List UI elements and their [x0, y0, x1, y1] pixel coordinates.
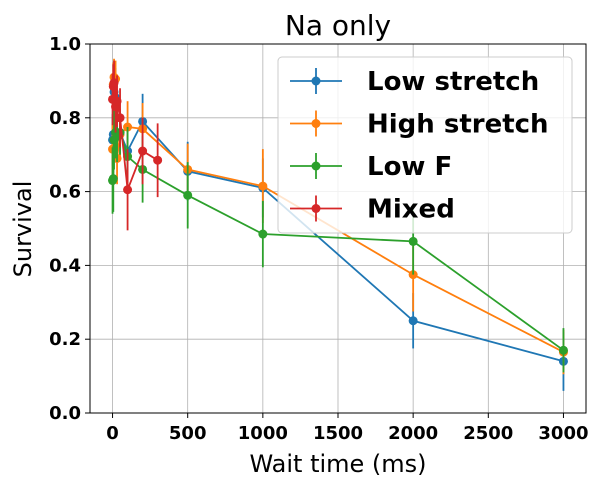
- data-point: [115, 113, 125, 123]
- legend: Low stretch High stretch Low F Mixed: [277, 56, 573, 234]
- data-point: [258, 229, 268, 239]
- data-point: [123, 185, 133, 195]
- data-point: [558, 345, 568, 355]
- y-tick-label: 0.8: [49, 108, 81, 129]
- data-point: [408, 316, 418, 326]
- legend-label: Low stretch: [367, 67, 539, 97]
- y-tick-label: 0.6: [49, 182, 81, 203]
- series-line: [111, 129, 565, 352]
- legend-marker: [311, 204, 321, 213]
- legend-box: [277, 56, 573, 234]
- data-point: [183, 190, 193, 200]
- legend-entry: Low F: [290, 152, 452, 182]
- series-mixed: [108, 60, 163, 231]
- legend-marker: [311, 161, 321, 171]
- x-tick-label: 0: [106, 423, 119, 444]
- data-point: [258, 181, 268, 191]
- data-point: [138, 146, 148, 156]
- data-point: [408, 236, 418, 246]
- legend-entry: Mixed: [290, 195, 455, 225]
- data-point: [153, 155, 163, 165]
- axis-ticks: 0 500 1000 1500 2000 2500 3000 0.0 0.2 0.4 0.6 0.8 1…: [49, 34, 588, 444]
- legend-entry: Low stretch: [290, 67, 539, 97]
- data-point: [112, 96, 122, 106]
- legend-marker: [311, 76, 321, 86]
- legend-marker: [311, 119, 321, 128]
- x-tick-label: 2000: [388, 423, 438, 444]
- y-tick-label: 0.4: [49, 255, 81, 276]
- y-tick-label: 0.2: [49, 329, 81, 350]
- data-point: [123, 122, 133, 132]
- y-axis-title: Survival: [9, 181, 37, 278]
- data-point: [109, 78, 119, 88]
- series-layer: [108, 58, 568, 391]
- legend-label: Low F: [367, 152, 452, 182]
- x-tick-label: 3000: [538, 423, 588, 444]
- legend-label: High stretch: [367, 110, 549, 140]
- x-tick-label: 2500: [463, 423, 513, 444]
- legend-label: Mixed: [367, 195, 455, 225]
- x-tick-label: 1500: [313, 423, 363, 444]
- data-point: [108, 174, 118, 184]
- legend-entry: High stretch: [290, 110, 549, 140]
- y-tick-label: 0.0: [49, 403, 81, 424]
- x-tick-label: 1000: [238, 423, 288, 444]
- x-axis-title: Wait time (ms): [249, 450, 426, 478]
- y-tick-label: 1.0: [49, 34, 81, 55]
- chart-title: Na only: [285, 9, 391, 42]
- x-tick-label: 500: [169, 423, 207, 444]
